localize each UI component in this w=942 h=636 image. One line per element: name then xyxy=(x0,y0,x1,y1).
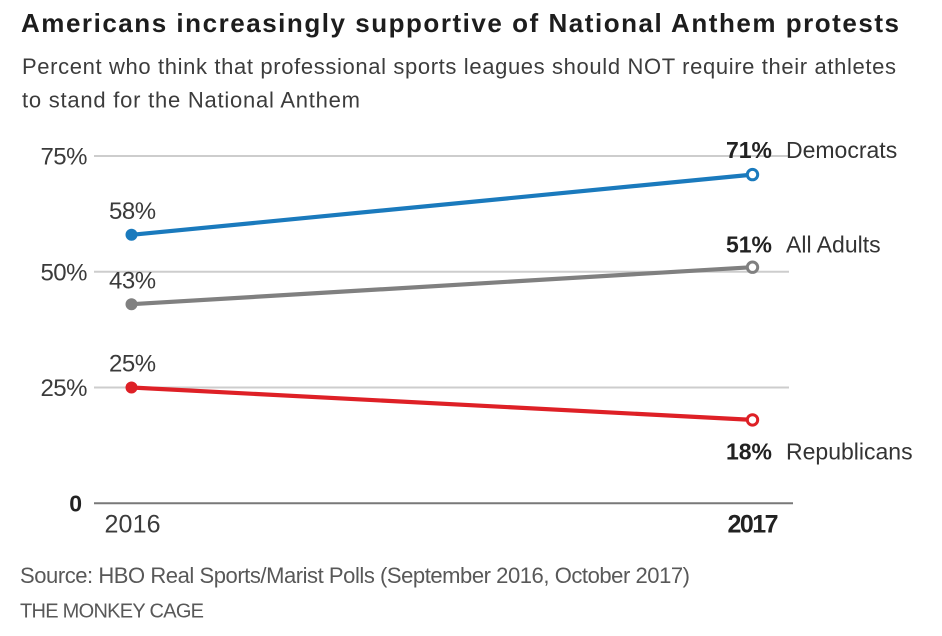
svg-text:71%: 71% xyxy=(726,137,772,163)
svg-text:25%: 25% xyxy=(109,351,156,378)
svg-text:0: 0 xyxy=(69,491,82,517)
svg-text:50%: 50% xyxy=(40,259,87,286)
svg-text:18%: 18% xyxy=(726,439,772,465)
svg-text:to stand for the National Anth: to stand for the National Anthem xyxy=(22,87,360,112)
svg-text:THE MONKEY CAGE: THE MONKEY CAGE xyxy=(20,600,204,622)
svg-text:58%: 58% xyxy=(109,198,156,225)
svg-text:Republicans: Republicans xyxy=(786,439,913,465)
svg-text:All Adults: All Adults xyxy=(786,232,881,258)
svg-text:43%: 43% xyxy=(109,267,156,294)
svg-text:Source: HBO Real Sports/Marist: Source: HBO Real Sports/Marist Polls (Se… xyxy=(20,563,690,588)
svg-text:25%: 25% xyxy=(40,375,87,402)
svg-text:2016: 2016 xyxy=(105,511,161,539)
svg-text:51%: 51% xyxy=(726,232,772,258)
svg-text:Democrats: Democrats xyxy=(786,137,897,163)
svg-text:Americans increasingly support: Americans increasingly supportive of Nat… xyxy=(21,8,899,38)
svg-text:75%: 75% xyxy=(40,144,87,171)
svg-text:2017: 2017 xyxy=(728,511,779,539)
svg-text:Percent who think that profess: Percent who think that professional spor… xyxy=(22,54,896,79)
